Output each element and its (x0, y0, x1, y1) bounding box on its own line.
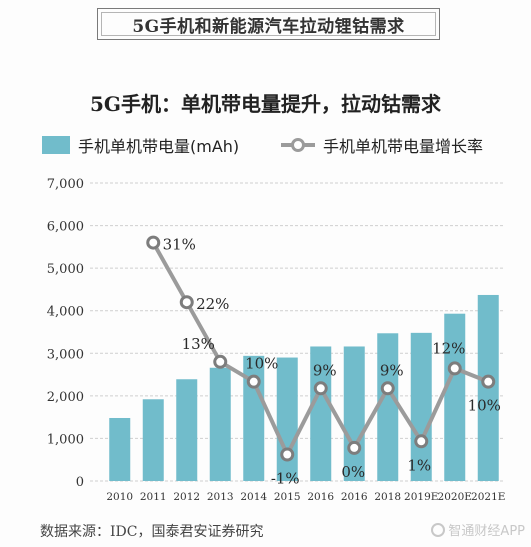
x-tick-label: 2015 (274, 491, 301, 503)
watermark-logo-icon (431, 522, 446, 537)
y-tick-label: 7,000 (47, 177, 84, 192)
y-tick-label: 3,000 (47, 347, 84, 362)
growth-data-label: 10% (245, 355, 278, 373)
y-tick-label: 5,000 (47, 262, 84, 277)
y-tick-label: 0 (76, 475, 84, 490)
banner-title: 5G手机和新能源汽车拉动锂钴需求 (97, 8, 440, 40)
growth-data-label: 9% (313, 361, 337, 379)
growth-point (146, 235, 161, 250)
bar (444, 313, 466, 481)
x-tick-label: 2018 (374, 491, 401, 503)
y-tick-label: 4,000 (47, 305, 84, 320)
growth-data-label: 9% (380, 361, 404, 379)
bar (377, 333, 399, 481)
growth-data-label: 0% (341, 463, 365, 481)
bar (243, 355, 265, 481)
growth-point (213, 354, 228, 369)
growth-data-label: 31% (163, 236, 196, 254)
x-tick-label: 2016 (307, 491, 334, 503)
growth-point (313, 381, 328, 396)
banner-text: 5G手机和新能源汽车拉动锂钴需求 (132, 16, 405, 37)
growth-point (246, 374, 261, 389)
bar (142, 399, 164, 481)
x-tick-label: 2021E (471, 491, 505, 503)
growth-point (380, 381, 395, 396)
y-tick-label: 2,000 (47, 390, 84, 405)
x-tick-label: 2020E (438, 491, 472, 503)
bar (343, 346, 365, 481)
y-tick-label: 1,000 (47, 432, 84, 447)
legend-line-label: 手机单机带电量增长率 (323, 137, 484, 156)
growth-point (179, 295, 194, 310)
bar (176, 379, 198, 481)
growth-data-label: -1% (271, 470, 300, 488)
legend-bar-label: 手机单机带电量(mAh) (78, 137, 240, 156)
growth-data-label: 1% (407, 456, 431, 474)
growth-point (280, 447, 295, 462)
growth-point (481, 374, 496, 389)
bar (109, 417, 131, 481)
growth-point (414, 434, 429, 449)
growth-data-label: 12% (432, 339, 465, 357)
source-note: 数据来源：IDC，国泰君安证券研究 (40, 524, 264, 540)
x-tick-label: 2010 (106, 491, 133, 503)
x-tick-label: 2013 (207, 491, 234, 503)
x-tick-label: 2011 (140, 491, 167, 503)
y-tick-label: 6,000 (47, 220, 84, 235)
chart-title: 5G手机：单机带电量提升，拉动钴需求 (90, 92, 441, 116)
growth-data-label: 13% (182, 335, 215, 353)
x-tick-label: 2019E (404, 491, 438, 503)
growth-data-label: 22% (196, 295, 229, 313)
growth-point (347, 440, 362, 455)
legend-item-bars: 手机单机带电量(mAh) (42, 133, 239, 157)
bar (276, 357, 298, 481)
growth-point (447, 361, 462, 376)
bar (310, 346, 332, 481)
legend-bar-swatch (42, 136, 70, 154)
watermark: 智通财经APP (431, 520, 525, 539)
bar (209, 367, 231, 481)
x-tick-label: 2014 (240, 491, 267, 503)
growth-data-label: 10% (468, 397, 501, 415)
x-tick-label: 2016 (341, 491, 368, 503)
legend-line-swatch (281, 136, 315, 154)
legend-item-line: 手机单机带电量增长率 (281, 133, 483, 157)
x-tick-label: 2012 (173, 491, 200, 503)
watermark-text: 智通财经APP (448, 524, 525, 539)
